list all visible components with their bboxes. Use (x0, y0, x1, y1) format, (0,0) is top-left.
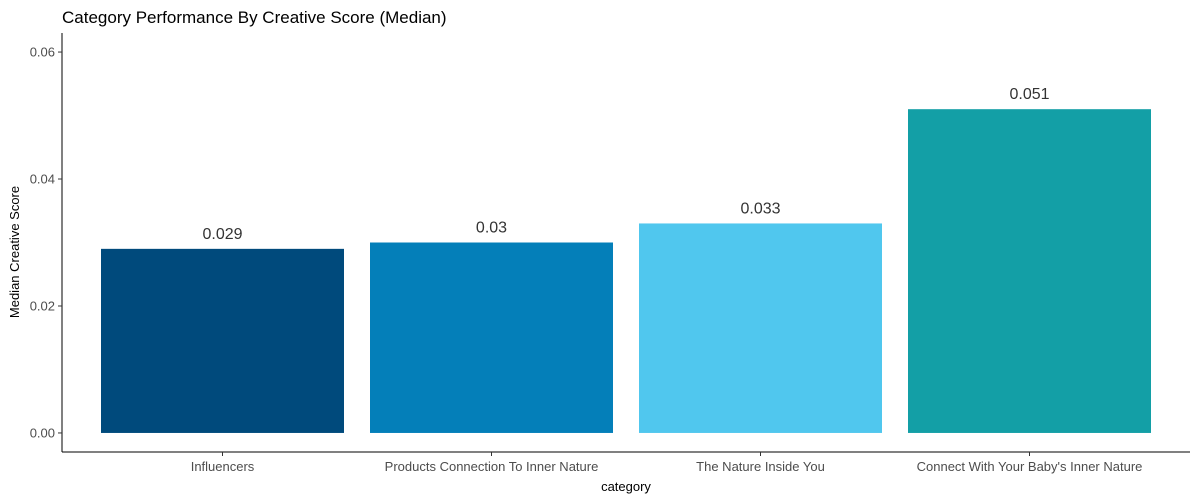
x-axis-title: category (601, 479, 651, 494)
y-tick-label-3: 0.04 (30, 172, 55, 187)
x-axis-ticks: Influencers Products Connection To Inner … (191, 452, 1143, 474)
data-label-2: 0.03 (476, 220, 507, 237)
x-tick-label-1: Influencers (191, 459, 255, 474)
bar-1 (101, 248, 344, 433)
x-tick-label-2: Products Connection To Inner Nature (385, 459, 599, 474)
x-tick-label-4: Connect With Your Baby's Inner Nature (917, 459, 1143, 474)
y-tick-label-4: 0.06 (30, 45, 55, 60)
y-tick-label-2: 0.02 (30, 298, 55, 313)
y-axis-title: Median Creative Score (7, 186, 22, 318)
x-tick-label-3: The Nature Inside You (696, 459, 825, 474)
y-axis-ticks: 0.00 0.02 0.04 0.06 (30, 45, 62, 440)
bar-4 (908, 109, 1151, 433)
bar-3 (639, 223, 882, 433)
bars-group (101, 109, 1151, 433)
chart-title: Category Performance By Creative Score (… (62, 8, 447, 27)
bar-2 (370, 242, 613, 433)
data-label-3: 0.033 (740, 200, 780, 217)
data-label-4: 0.051 (1009, 86, 1049, 103)
y-tick-label-1: 0.00 (30, 425, 55, 440)
data-labels-group: 0.029 0.03 0.033 0.051 (202, 86, 1049, 243)
data-label-1: 0.029 (202, 226, 242, 243)
